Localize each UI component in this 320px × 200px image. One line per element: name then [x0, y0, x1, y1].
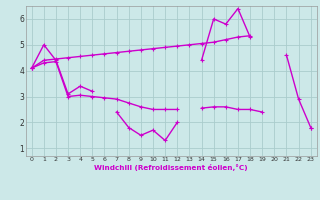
X-axis label: Windchill (Refroidissement éolien,°C): Windchill (Refroidissement éolien,°C)	[94, 164, 248, 171]
